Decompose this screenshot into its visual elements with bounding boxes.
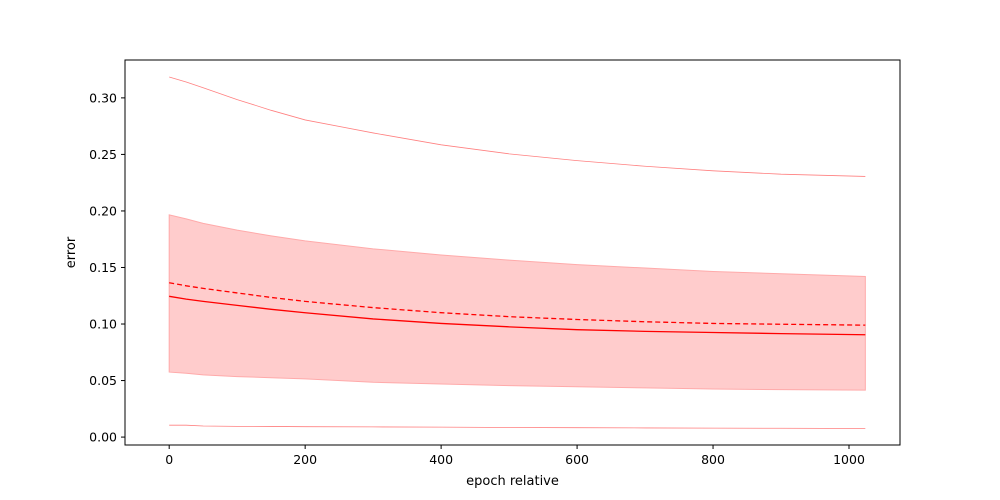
mean-line <box>169 282 866 326</box>
x-tick-label: 1000 <box>833 452 865 467</box>
y-tick-label: 0.10 <box>89 317 117 332</box>
y-tick-label: 0.15 <box>89 260 117 275</box>
y-tick-label: 0.00 <box>89 430 117 445</box>
y-tick-label: 0.30 <box>89 90 117 105</box>
min-line <box>169 424 866 429</box>
x-tick-label: 800 <box>701 452 725 467</box>
x-axis-label: epoch relative <box>466 474 559 489</box>
plot-area <box>168 76 866 429</box>
y-tick-label: 0.20 <box>89 203 117 218</box>
x-tick-label: 200 <box>293 452 317 467</box>
x-tick-label: 600 <box>565 452 589 467</box>
plot-frame <box>124 59 901 446</box>
axes: 0 200 400 600 800 1000 0.00 0.05 0.10 0.15 0.20 0.2… <box>89 59 901 467</box>
y-tick-label: 0.05 <box>89 373 117 388</box>
y-axis-label: error <box>64 236 79 268</box>
confidence-band <box>168 214 866 391</box>
max-line <box>169 76 866 177</box>
y-tick-label: 0.25 <box>89 147 117 162</box>
x-tick-label: 0 <box>165 452 173 467</box>
x-tick-label: 400 <box>429 452 453 467</box>
median-line <box>169 295 866 336</box>
